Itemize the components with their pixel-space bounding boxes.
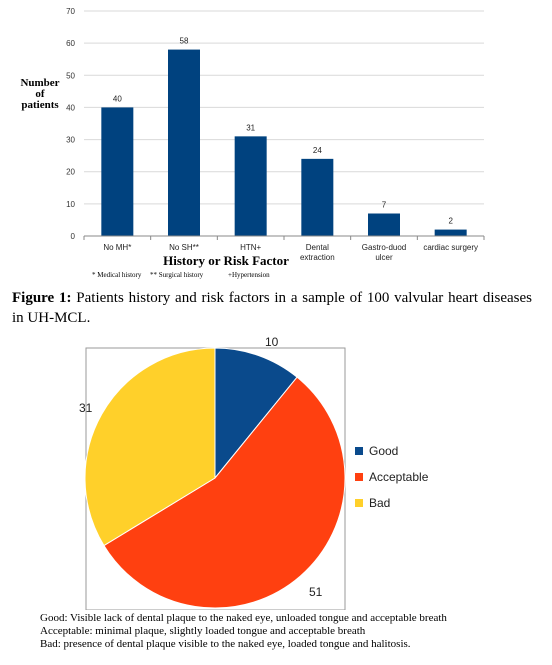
x-tick-label: cardiac surgery bbox=[423, 243, 478, 252]
bar-data-label: 2 bbox=[448, 217, 453, 226]
pie-value-label: 10 bbox=[265, 335, 279, 349]
bar-chart-data-labels: 40 58 31 24 7 2 bbox=[113, 37, 454, 226]
y-axis-label-line: of bbox=[35, 88, 45, 100]
bar-chart-y-ticks: 0 10 20 30 40 50 60 70 bbox=[66, 7, 75, 241]
footnote-surgical-history: ** Surgical history bbox=[150, 271, 204, 279]
x-tick-label: No SH** bbox=[169, 243, 199, 252]
bar bbox=[234, 136, 267, 236]
y-axis-label-line: patients bbox=[21, 99, 59, 111]
pie-value-label: 31 bbox=[79, 401, 93, 415]
bar-chart-x-label: History or Risk Factor bbox=[163, 253, 289, 268]
x-tick-label: Gastro-duod bbox=[362, 243, 406, 252]
y-tick-label: 40 bbox=[66, 103, 75, 112]
bar-chart-bars bbox=[101, 49, 467, 237]
legend-swatch-good bbox=[355, 447, 363, 455]
figure-1-text: Patients history and risk factors in a s… bbox=[12, 290, 533, 326]
pie-chart-value-labels: 10 51 31 bbox=[79, 335, 323, 599]
bar-data-label: 58 bbox=[180, 37, 189, 46]
y-tick-label: 30 bbox=[66, 136, 75, 145]
pie-slice-bad bbox=[84, 347, 216, 547]
y-tick-label: 0 bbox=[71, 232, 76, 241]
x-tick-label: extraction bbox=[300, 253, 335, 262]
note-acceptable: Acceptable: minimal plaque, slightly loa… bbox=[40, 625, 366, 637]
footnote-medical-history: * Medical history bbox=[92, 271, 142, 279]
note-bad: Bad: presence of dental plaque visible t… bbox=[40, 638, 411, 650]
pie-chart-slices bbox=[84, 347, 346, 609]
bar-chart: 0 10 20 30 40 50 60 70 40 58 31 24 7 2 No MH* No SH**… bbox=[20, 7, 485, 279]
y-tick-label: 50 bbox=[66, 71, 75, 80]
bar-data-label: 40 bbox=[113, 94, 122, 103]
bar bbox=[101, 107, 134, 236]
bar bbox=[301, 158, 334, 236]
bar bbox=[434, 229, 467, 236]
note-good: Good: Visible lack of dental plaque to t… bbox=[40, 612, 447, 624]
x-tick-label: Dental bbox=[306, 243, 329, 252]
pie-chart-legend: Good Acceptable Bad bbox=[355, 444, 429, 510]
bar-data-label: 31 bbox=[246, 123, 255, 132]
pie-value-label: 51 bbox=[309, 585, 323, 599]
legend-label-bad: Bad bbox=[369, 496, 390, 510]
pie-slice-good bbox=[214, 347, 298, 480]
legend-swatch-acceptable bbox=[355, 473, 363, 481]
bar bbox=[368, 213, 400, 236]
pie-slice-acceptable bbox=[103, 376, 346, 609]
y-tick-label: 10 bbox=[66, 200, 75, 209]
legend-label-acceptable: Acceptable bbox=[369, 470, 429, 484]
x-tick-label: No MH* bbox=[103, 243, 131, 252]
x-tick-label: ulcer bbox=[375, 253, 393, 262]
y-axis-label-line: Number bbox=[20, 77, 59, 89]
footnote-hypertension: +Hypertension bbox=[228, 271, 270, 279]
x-tick-label: HTN+ bbox=[240, 243, 261, 252]
figure-1-label: Figure 1: bbox=[12, 290, 72, 306]
y-tick-label: 70 bbox=[66, 7, 75, 16]
figure-1-caption: Figure 1: Patients history and risk fact… bbox=[12, 288, 532, 328]
pie-chart-notes: Good: Visible lack of dental plaque to t… bbox=[40, 612, 540, 651]
bar-data-label: 24 bbox=[313, 146, 322, 155]
pie-chart: 10 51 31 Good Acceptable Bad bbox=[79, 335, 429, 610]
legend-swatch-bad bbox=[355, 499, 363, 507]
bar bbox=[168, 49, 200, 237]
legend-label-good: Good bbox=[369, 444, 398, 458]
y-tick-label: 20 bbox=[66, 168, 75, 177]
bar-chart-gridlines bbox=[84, 10, 484, 205]
bar-data-label: 7 bbox=[382, 201, 387, 210]
y-tick-label: 60 bbox=[66, 39, 75, 48]
